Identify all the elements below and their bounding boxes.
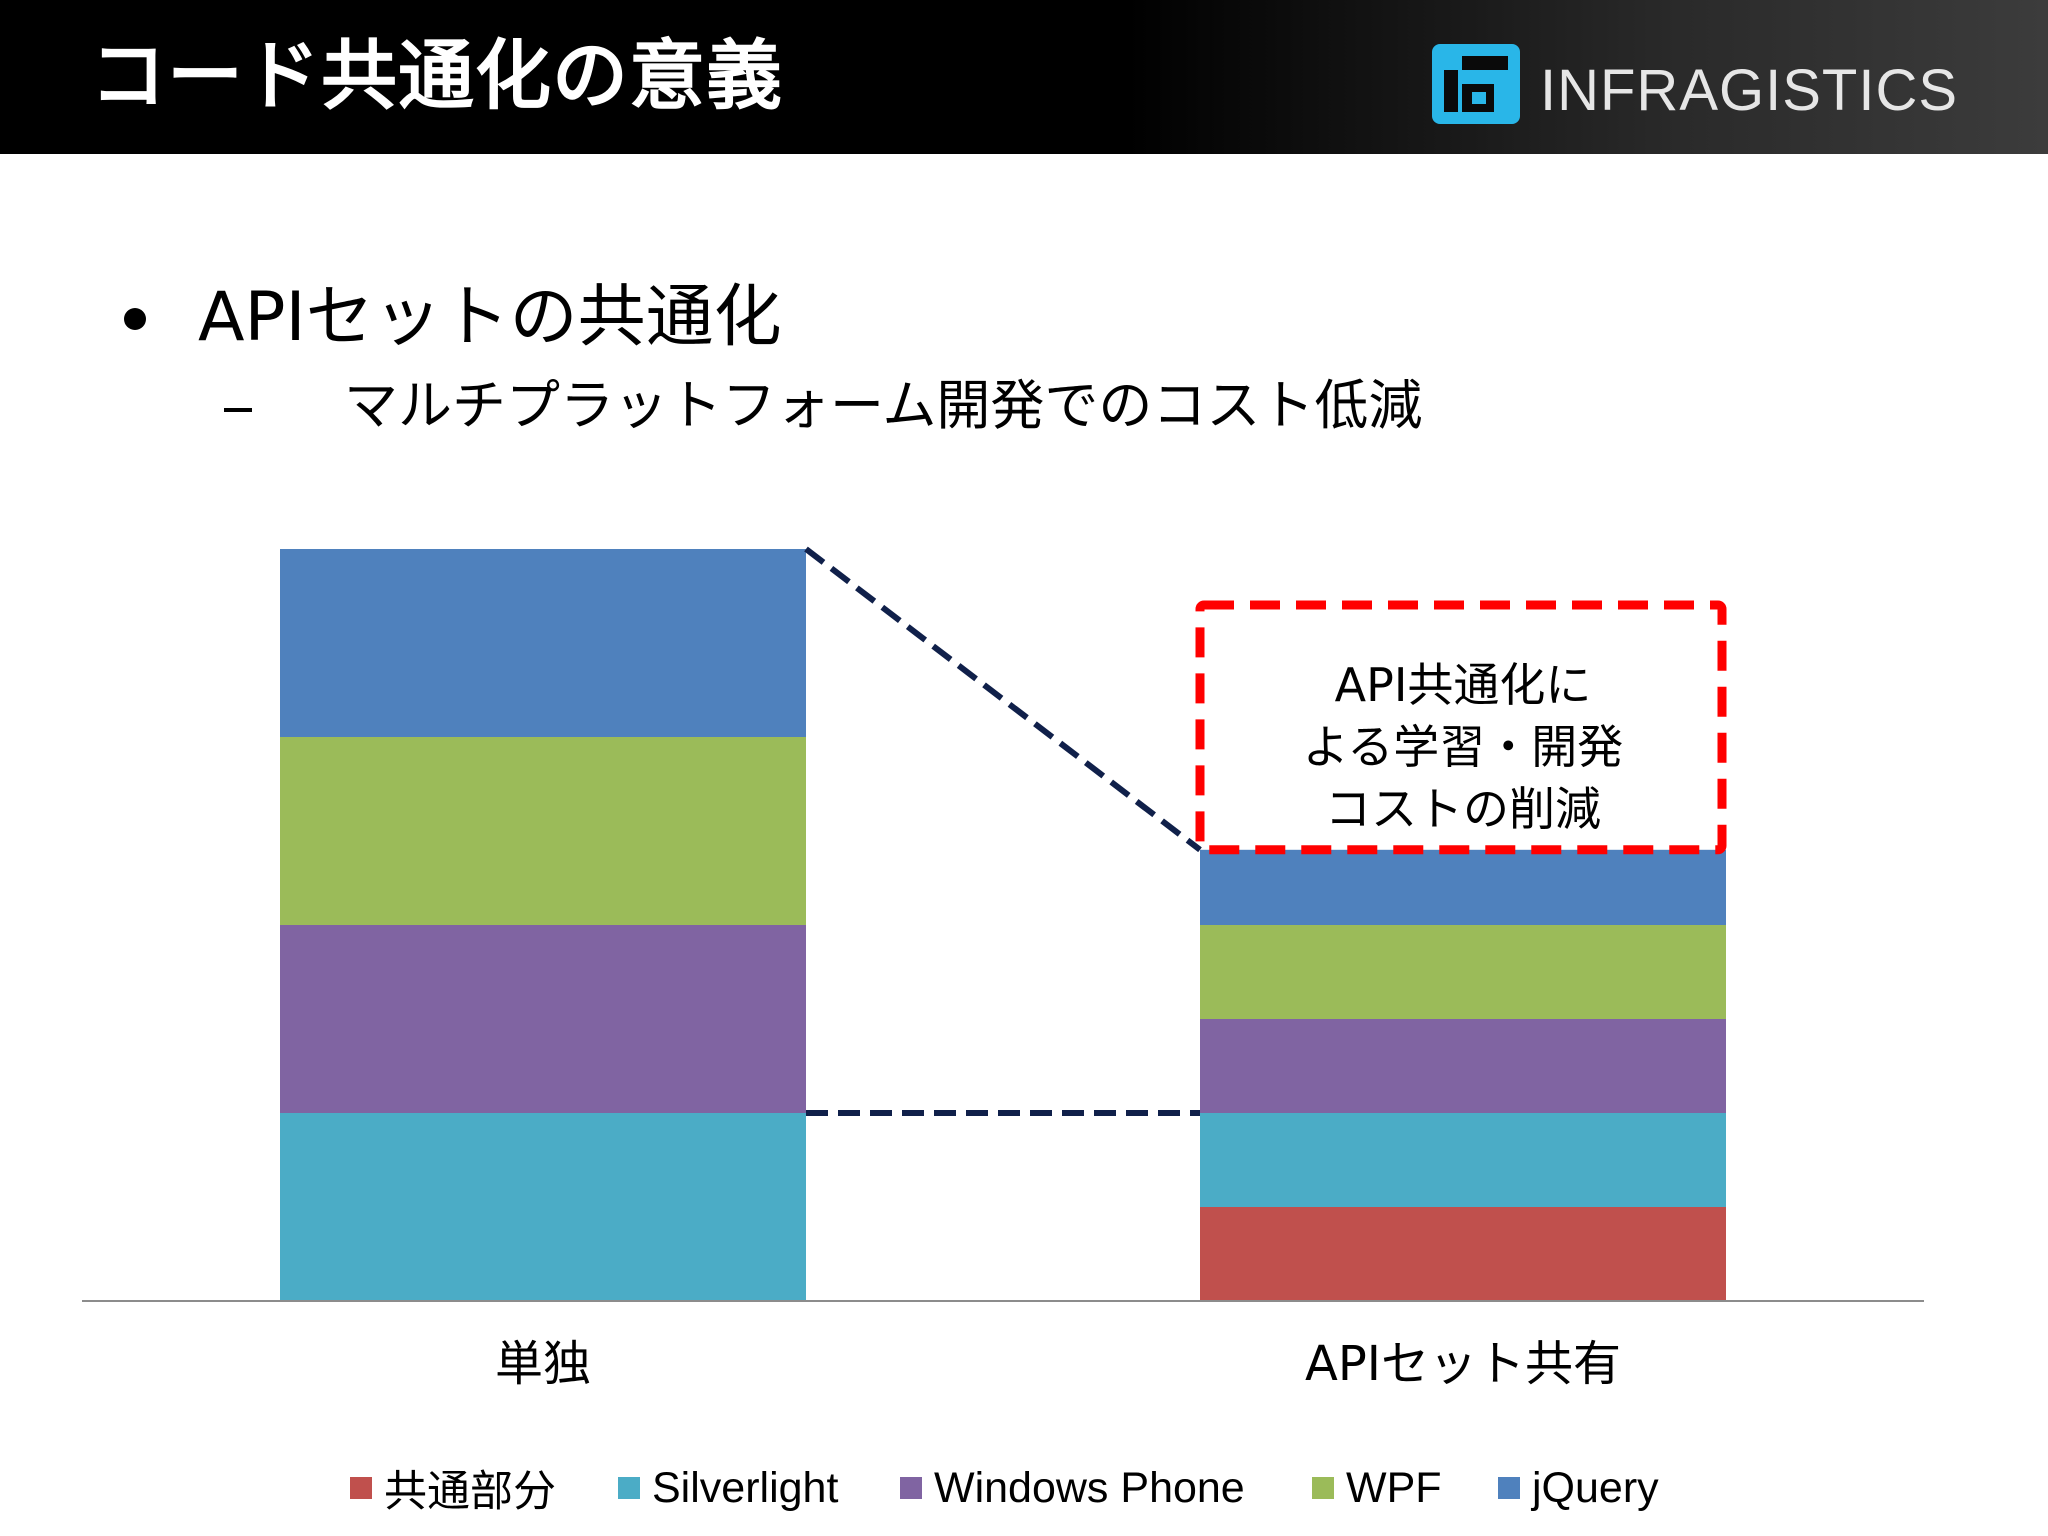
bar-segment-Silverlight: [1200, 1113, 1726, 1207]
infragistics-logo-icon: [1432, 44, 1520, 124]
slide-title: コード共通化の意義: [90, 31, 783, 120]
bar-segment-jQuery: [280, 549, 806, 737]
sub-bullet-dash-icon: [224, 408, 252, 412]
logo-text: INFRAGISTICS: [1540, 58, 1959, 123]
bar-segment-WPF: [280, 737, 806, 925]
legend-swatch: [1312, 1477, 1334, 1499]
callout-text-line: よる学習・開発: [1303, 720, 1624, 774]
bullet-text: APIセットの共通化: [198, 278, 782, 357]
legend-swatch: [350, 1477, 372, 1499]
legend-label: WPF: [1346, 1463, 1442, 1512]
sub-bullet-text: マルチプラットフォーム開発でのコスト低減: [344, 374, 1423, 437]
legend-label: 共通部分: [384, 1468, 556, 1516]
category-label: 単独: [495, 1336, 591, 1392]
bar-segment-jQuery: [1200, 849, 1726, 925]
legend-item: Silverlight: [618, 1458, 838, 1518]
bar-segment-共通部分: [1200, 1207, 1726, 1301]
legend-swatch: [1498, 1477, 1520, 1499]
callout-text-line: コストの削減: [1325, 782, 1601, 836]
legend-label: Silverlight: [652, 1463, 839, 1512]
slide-header: コード共通化の意義 INFRAGISTICS: [0, 0, 2048, 154]
bar-segment-Windows Phone: [1200, 1019, 1726, 1113]
legend-item: jQuery: [1498, 1458, 1659, 1518]
callout-text-line: API共通化に: [1335, 658, 1592, 712]
legend-swatch: [618, 1477, 640, 1499]
legend-item: Windows Phone: [900, 1458, 1245, 1518]
bar-segment-WPF: [1200, 925, 1726, 1019]
legend-label: jQuery: [1532, 1463, 1659, 1512]
category-label: APIセット共有: [1305, 1336, 1621, 1392]
bar-segment-Windows Phone: [280, 925, 806, 1113]
bullet-dot-icon: [124, 308, 146, 330]
callout-box: [1195, 600, 1727, 855]
bar-segment-Silverlight: [280, 1113, 806, 1301]
legend-item: WPF: [1312, 1458, 1442, 1518]
legend-item: 共通部分: [350, 1458, 556, 1518]
legend-label: Windows Phone: [934, 1463, 1245, 1512]
connector-line-top: [804, 546, 1202, 853]
legend-swatch: [900, 1477, 922, 1499]
